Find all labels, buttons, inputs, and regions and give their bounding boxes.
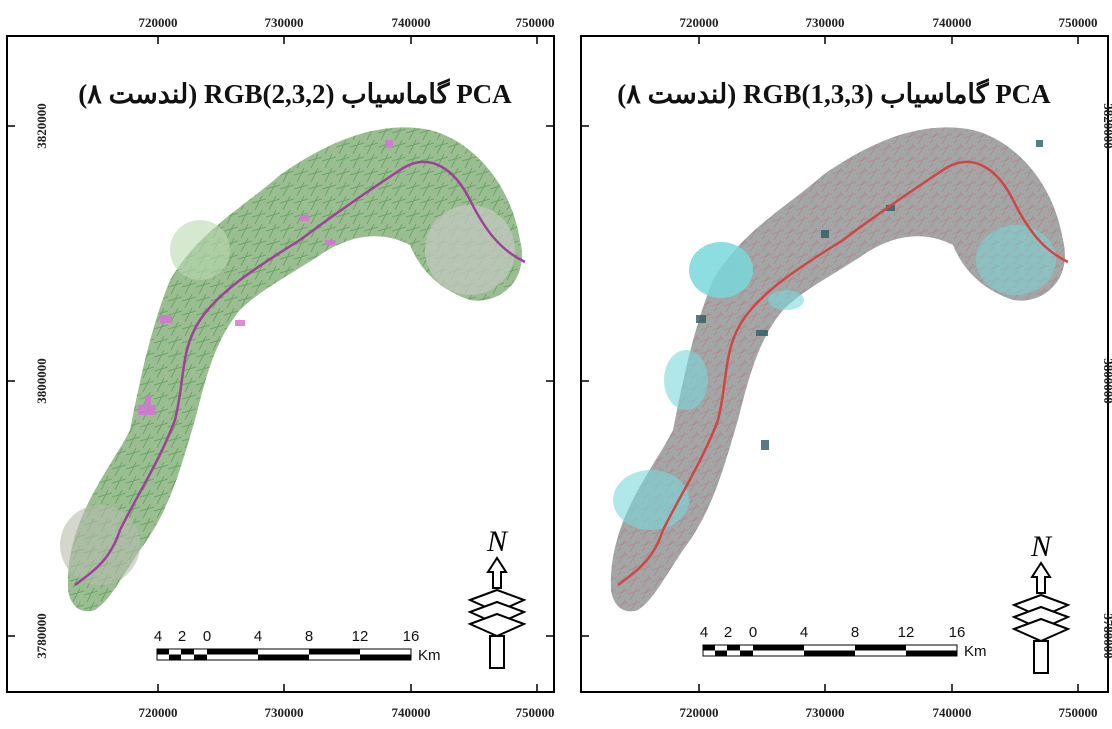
x-tick-bottom-2: 730000 — [806, 705, 845, 720]
imagery-footprint — [610, 127, 1069, 612]
scale-bar: 4 2 0 4 8 12 16 Km — [700, 624, 987, 660]
x-tick-top-4: 750000 — [516, 15, 555, 30]
scale-num-7: 16 — [949, 624, 966, 641]
x-tick-bottom-1: 720000 — [680, 705, 719, 720]
y-tick-3: 3780000 — [34, 613, 49, 659]
x-tick-bottom-1: 720000 — [139, 705, 178, 720]
x-tick-top-1: 720000 — [680, 15, 719, 30]
north-arrow-icon: N — [1011, 530, 1071, 674]
river-line — [617, 160, 1069, 587]
scale-num-4: 4 — [800, 624, 808, 641]
imagery-footprint — [60, 127, 526, 612]
scale-num-3: 0 — [749, 624, 757, 641]
map-panel-right: 720000 730000 740000 750000 720000 73000… — [556, 0, 1112, 729]
scale-num-2: 2 — [724, 624, 732, 641]
scale-num-7: 16 — [403, 628, 420, 645]
scale-num-1: 4 — [700, 624, 708, 641]
x-tick-top-3: 740000 — [933, 15, 972, 30]
scale-num-3: 0 — [203, 628, 211, 645]
river-line — [74, 160, 526, 587]
scale-num-4: 4 — [254, 628, 262, 645]
map-frame — [580, 35, 1109, 693]
y-tick-2: 3800000 — [34, 358, 49, 404]
map-svg-right: 720000 730000 740000 750000 720000 73000… — [580, 15, 1112, 720]
scale-num-5: 8 — [851, 624, 859, 641]
scale-unit: Km — [964, 643, 987, 660]
y-tick-1: 3820000 — [1101, 103, 1112, 149]
scale-num-5: 8 — [305, 628, 313, 645]
scale-num-6: 12 — [898, 624, 915, 641]
x-tick-bottom-3: 740000 — [933, 705, 972, 720]
scale-unit: Km — [418, 647, 441, 664]
north-label: N — [486, 525, 509, 558]
x-tick-bottom-4: 750000 — [516, 705, 555, 720]
y-tick-1: 3820000 — [34, 103, 49, 149]
scale-num-6: 12 — [352, 628, 369, 645]
map-title: PCA گاماسیاب RGB(1,3,3) (لندست ۸) — [617, 78, 1051, 109]
scale-num-2: 2 — [178, 628, 186, 645]
north-arrow-icon: N — [467, 525, 527, 669]
y-tick-3: 3780000 — [1101, 613, 1112, 659]
x-tick-marks — [7, 36, 554, 692]
scale-bar: 4 2 0 4 8 12 16 Km — [154, 628, 441, 664]
map-panel-left: 720000 730000 740000 750000 720000 73000… — [6, 15, 555, 720]
x-tick-bottom-4: 750000 — [1059, 705, 1098, 720]
north-label: N — [1030, 530, 1053, 563]
x-tick-top-2: 730000 — [265, 15, 304, 30]
y-tick-2: 3800000 — [1101, 358, 1112, 404]
map-title: PCA گاماسیاب RGB(2,3,2) (لندست ۸) — [78, 78, 512, 109]
x-tick-top-2: 730000 — [806, 15, 845, 30]
x-tick-bottom-2: 730000 — [265, 705, 304, 720]
scale-num-1: 4 — [154, 628, 162, 645]
x-tick-top-3: 740000 — [392, 15, 431, 30]
x-tick-bottom-3: 740000 — [392, 705, 431, 720]
x-tick-top-4: 750000 — [1059, 15, 1098, 30]
x-tick-marks — [581, 36, 1079, 692]
x-tick-top-1: 720000 — [139, 15, 178, 30]
map-svg-left: 720000 730000 740000 750000 720000 73000… — [6, 15, 555, 720]
